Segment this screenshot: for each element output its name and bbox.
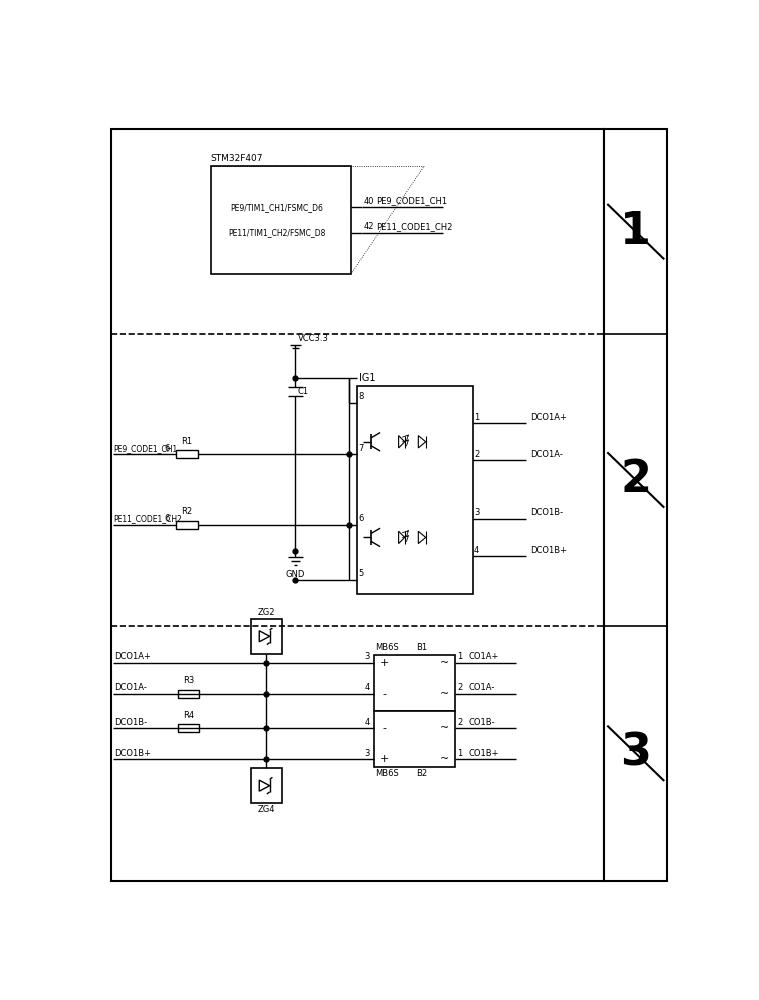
- Text: -: -: [383, 723, 387, 733]
- Text: 6: 6: [358, 514, 364, 523]
- Text: ~: ~: [439, 723, 449, 733]
- Text: R4: R4: [183, 711, 194, 720]
- Bar: [176, 450, 197, 458]
- Bar: [178, 724, 199, 732]
- Text: 5: 5: [358, 569, 364, 578]
- Text: 1: 1: [457, 749, 462, 758]
- Text: 4: 4: [365, 683, 370, 692]
- Bar: [357, 386, 473, 594]
- Text: ~: ~: [439, 689, 449, 699]
- Text: CO1A+: CO1A+: [469, 652, 499, 661]
- Text: PE11/TIM1_CH2/FSMC_D8: PE11/TIM1_CH2/FSMC_D8: [228, 229, 326, 238]
- Text: R2: R2: [181, 507, 193, 516]
- Bar: [178, 690, 199, 698]
- Text: ZG2: ZG2: [257, 608, 275, 617]
- Text: STM32F407: STM32F407: [211, 154, 263, 163]
- Text: DCO1B+: DCO1B+: [531, 546, 567, 555]
- Text: +: +: [380, 658, 389, 668]
- Text: PE11_CODE1_CH2: PE11_CODE1_CH2: [376, 222, 452, 231]
- Text: 2: 2: [474, 450, 480, 459]
- Text: GND: GND: [285, 570, 305, 579]
- Text: 2: 2: [457, 718, 462, 727]
- Bar: [604, 129, 667, 881]
- Text: PE9_CODE1_CH1: PE9_CODE1_CH1: [114, 444, 178, 453]
- Text: R1: R1: [181, 437, 193, 446]
- Text: ~: ~: [439, 754, 449, 764]
- Bar: [374, 711, 455, 767]
- Text: DCO1A-: DCO1A-: [531, 450, 563, 459]
- Text: PE9_CODE1_CH1: PE9_CODE1_CH1: [376, 197, 447, 206]
- Text: 8: 8: [358, 392, 364, 401]
- Text: DCO1A+: DCO1A+: [531, 413, 567, 422]
- Text: ZG4: ZG4: [257, 805, 275, 814]
- Text: R3: R3: [183, 676, 194, 685]
- Text: IG1: IG1: [358, 373, 375, 383]
- Text: 42: 42: [364, 222, 374, 231]
- Text: +: +: [380, 754, 389, 764]
- Text: MB6S: MB6S: [376, 643, 399, 652]
- Text: 1: 1: [457, 652, 462, 661]
- Text: DCO1A+: DCO1A+: [114, 652, 150, 661]
- Text: ~: ~: [439, 658, 449, 668]
- Text: DCO1B-: DCO1B-: [114, 718, 146, 727]
- Bar: [211, 166, 351, 274]
- Text: 4: 4: [474, 546, 480, 555]
- Text: 1: 1: [620, 210, 651, 253]
- Bar: [111, 129, 604, 881]
- Text: PE9/TIM1_CH1/FSMC_D6: PE9/TIM1_CH1/FSMC_D6: [231, 203, 323, 212]
- Text: 6: 6: [165, 514, 170, 523]
- Text: 2: 2: [620, 458, 651, 501]
- Text: DCO1B-: DCO1B-: [531, 508, 563, 517]
- Text: B2: B2: [417, 769, 427, 778]
- Text: VCC3.3: VCC3.3: [298, 334, 329, 343]
- Text: 3: 3: [620, 732, 651, 775]
- Text: MB6S: MB6S: [376, 769, 399, 778]
- Text: CO1B+: CO1B+: [469, 749, 499, 758]
- Text: 3: 3: [365, 652, 370, 661]
- Bar: [250, 619, 282, 654]
- Text: 40: 40: [364, 197, 374, 206]
- Text: 4: 4: [365, 718, 370, 727]
- Text: CO1A-: CO1A-: [469, 683, 495, 692]
- Bar: [250, 768, 282, 803]
- Text: 7: 7: [358, 444, 364, 453]
- Text: 3: 3: [474, 508, 480, 517]
- Text: CO1B-: CO1B-: [469, 718, 496, 727]
- Text: DCO1A-: DCO1A-: [114, 683, 146, 692]
- Bar: [176, 521, 197, 529]
- Text: C1: C1: [298, 387, 309, 396]
- Text: PE11_CODE1_CH2: PE11_CODE1_CH2: [114, 514, 183, 523]
- Text: 1: 1: [474, 413, 480, 422]
- Text: 3: 3: [365, 749, 370, 758]
- Text: 6: 6: [165, 444, 170, 453]
- Text: DCO1B+: DCO1B+: [114, 749, 151, 758]
- Text: -: -: [383, 689, 387, 699]
- Text: 2: 2: [457, 683, 462, 692]
- Text: B1: B1: [417, 643, 427, 652]
- Bar: [374, 655, 455, 711]
